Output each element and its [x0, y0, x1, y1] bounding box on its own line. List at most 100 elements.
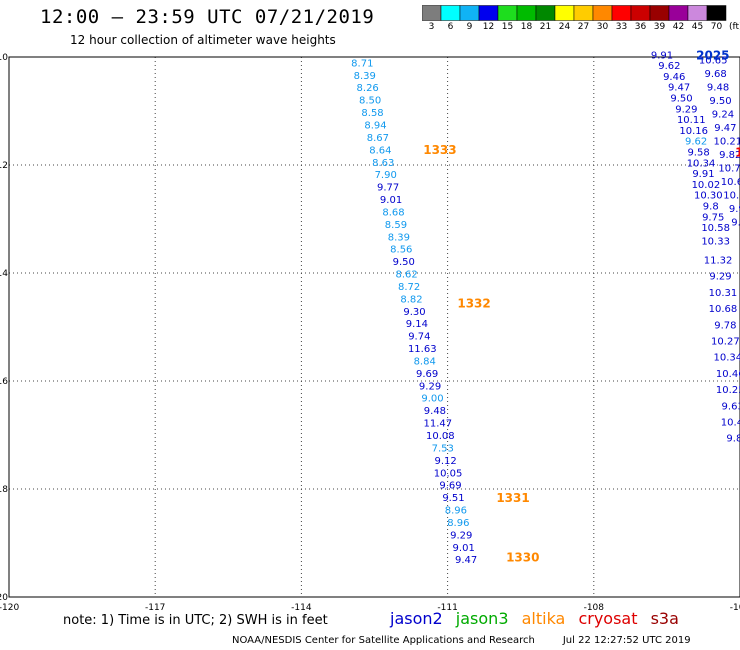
swh-value-label: 9.48 [424, 406, 446, 417]
swh-value-label: 9.69 [416, 369, 438, 380]
legend-s3a: s3a [650, 609, 679, 628]
swh-value-label: 9.47 [455, 555, 477, 566]
swh-value-label: 10.27 [711, 337, 740, 348]
swh-value-label: 8.96 [447, 518, 469, 529]
swh-value-label: 8.26 [357, 83, 379, 94]
swh-value-label: 9.63 [722, 401, 740, 412]
swh-value-label: 10.46 [716, 369, 740, 380]
legend-jason2: jason2 [390, 609, 443, 628]
swh-value-label: 8.94 [364, 121, 386, 132]
swh-value-label: 11.47 [424, 419, 453, 430]
swh-value-label: 9.12 [435, 456, 457, 467]
swh-value-label: 10.05 [434, 468, 463, 479]
colorbar-label: 6 [447, 22, 454, 32]
swh-value-label: 9.91 [651, 50, 673, 61]
swh-value-label: 10.11 [677, 115, 706, 126]
swh-value-label: 10.16 [679, 126, 708, 137]
satellite-legend: jason2 jason3 altika cryosat s3a [390, 609, 687, 628]
swh-value-label: 9.51 [442, 493, 464, 504]
swh-value-label: 10.42 [721, 418, 740, 429]
y-tick-label: -14 [0, 269, 8, 279]
swh-value-label: 8.62 [396, 270, 418, 281]
swh-value-label: 8.68 [382, 207, 404, 218]
swh-value-label: 9.69 [439, 481, 461, 492]
swh-value-label: 9.78 [714, 320, 736, 331]
swh-value-label: 10.33 [701, 237, 730, 248]
colorbar-label: 70 [710, 22, 723, 32]
swh-value-label: 9.50 [670, 94, 692, 105]
swh-value-label: 8.58 [361, 108, 383, 119]
x-tick-label: -120 [0, 603, 19, 613]
swh-value-label: 10.31 [709, 288, 738, 299]
swh-value-label: 9.58 [687, 148, 709, 159]
colorbar-label: 36 [634, 22, 647, 32]
colorbar-unit: (ft) [729, 22, 740, 32]
swh-value-label: 9.50 [709, 96, 731, 107]
swh-value-label: 8.96 [445, 506, 467, 517]
swh-value-label: 9.82 [719, 150, 740, 161]
swh-value-label: 8.82 [400, 294, 422, 305]
swh-value-label: 9.91 [692, 169, 714, 180]
swh-value-label: 7.53 [432, 443, 454, 454]
swh-value-label: 11.63 [408, 344, 437, 355]
swh-value-label: 8.56 [390, 245, 412, 256]
swh-value-label: 10.08 [426, 431, 455, 442]
x-tick-label: -108 [584, 603, 605, 613]
swh-value-label: 9.50 [393, 257, 415, 268]
swh-value-label: 9.75 [702, 212, 724, 223]
swh-value-label: 9.97 [729, 204, 740, 215]
swh-value-label: 10.68 [709, 304, 738, 315]
swh-value-label: 9.47 [668, 83, 690, 94]
time-label: 13 [735, 146, 740, 160]
swh-value-label: 9.24 [712, 110, 734, 121]
colorbar-label: 18 [520, 22, 533, 32]
swh-value-label: 10.02 [692, 180, 721, 191]
swh-value-label: 9.30 [403, 307, 425, 318]
y-tick-label: -18 [0, 485, 8, 495]
time-label: 1333 [423, 143, 456, 157]
swh-value-label: 10.34 [713, 353, 740, 364]
swh-value-label: 11.32 [704, 256, 733, 267]
time-label: 1331 [496, 491, 529, 505]
y-tick-label: -10 [0, 53, 8, 63]
swh-value-label: 9.47 [714, 123, 736, 134]
colorbar-label: 39 [653, 22, 666, 32]
x-tick-label: -117 [145, 603, 165, 613]
swh-value-label: 8.50 [359, 96, 381, 107]
colorbar [422, 5, 727, 21]
swh-value-label: 9.48 [707, 83, 729, 94]
chart-subtitle: 12 hour collection of altimeter wave hei… [70, 33, 336, 47]
colorbar-label: 27 [577, 22, 590, 32]
colorbar-label: 12 [482, 22, 495, 32]
swh-value-label: 8.59 [385, 220, 407, 231]
swh-value-label: 9.77 [377, 183, 399, 194]
colorbar-swatch-70 [706, 5, 727, 21]
swh-value-label: 8.71 [351, 58, 373, 69]
swh-value-label: 9.29 [419, 381, 441, 392]
y-tick-label: -16 [0, 377, 8, 387]
x-tick-label: -105 [730, 603, 740, 613]
colorbar-label: 42 [672, 22, 685, 32]
time-label: 1330 [506, 551, 539, 565]
swh-value-label: 9.01 [380, 195, 402, 206]
colorbar-label: 21 [539, 22, 552, 32]
swh-value-label: 8.67 [367, 133, 389, 144]
swh-value-label: 9.29 [675, 104, 697, 115]
swh-value-label: 7.90 [375, 170, 397, 181]
time-label: 2025 [696, 48, 729, 62]
credit-line: NOAA/NESDIS Center for Satellite Applica… [232, 635, 691, 646]
swh-value-label: 8.39 [388, 232, 410, 243]
swh-value-label: 10.25 [716, 385, 740, 396]
colorbar-label: 24 [558, 22, 571, 32]
swh-value-label: 8.72 [398, 282, 420, 293]
time-label: 1332 [457, 297, 490, 311]
swh-value-label: 9.29 [709, 272, 731, 283]
swh-value-label: 10.58 [701, 223, 730, 234]
chart-title: 12:00 – 23:59 UTC 07/21/2019 [40, 6, 375, 28]
legend-jason3: jason3 [455, 609, 509, 628]
swh-value-label: 8.64 [369, 145, 391, 156]
swh-value-label: 9.73 [731, 218, 740, 229]
y-tick-label: -20 [0, 593, 8, 603]
swh-value-label: 8.39 [354, 71, 376, 82]
